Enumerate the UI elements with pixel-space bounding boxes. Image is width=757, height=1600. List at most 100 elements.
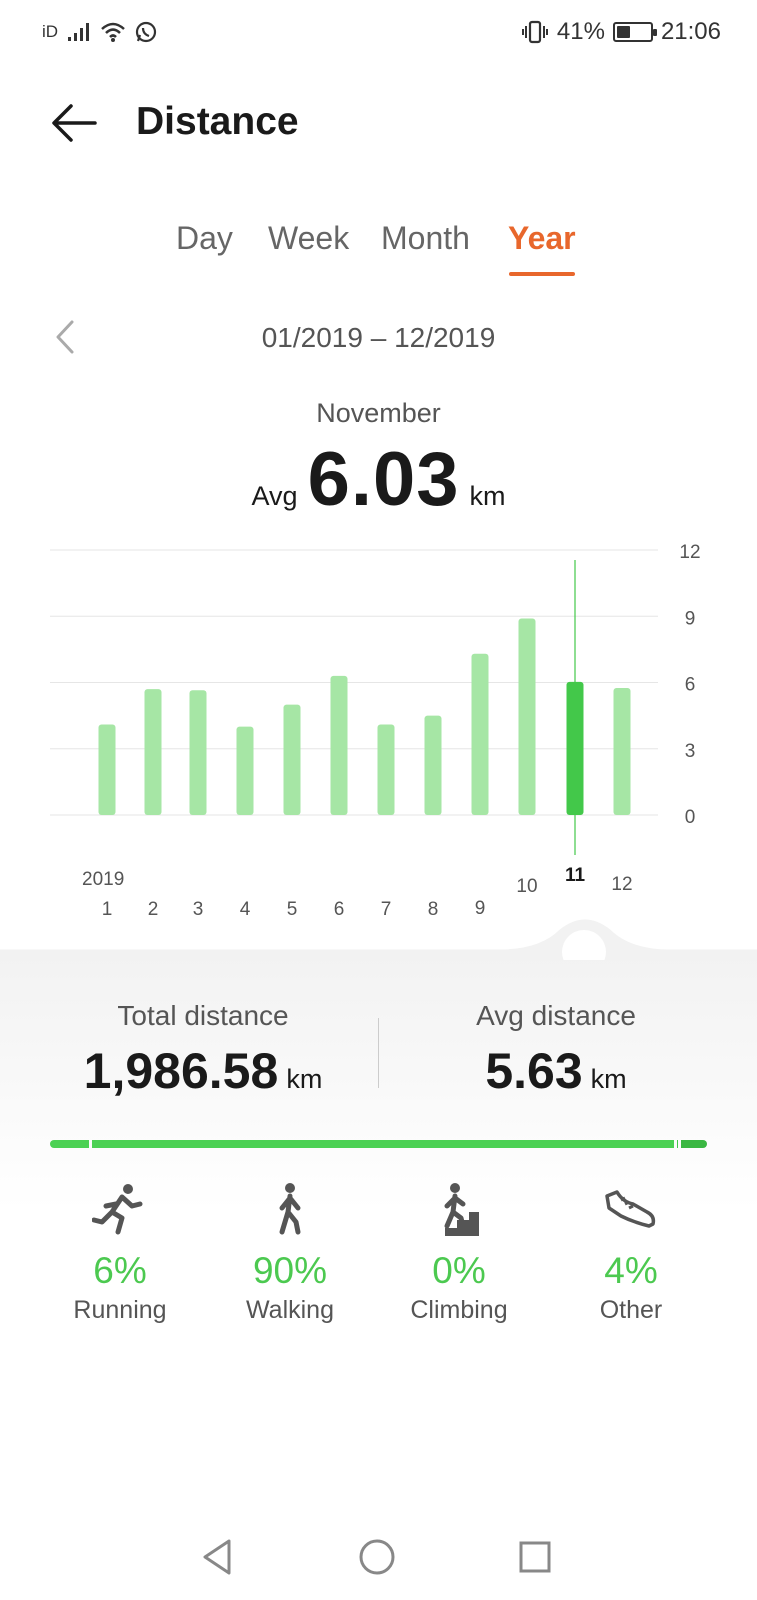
active-tab-indicator [509,272,575,276]
period-tabs: Day Week Month Year [0,220,757,280]
x-tick-label: 4 [240,899,251,920]
status-bar: iD 41% 21:06 [0,0,757,64]
battery-fill [616,26,631,38]
walking-percent: 90% [252,1250,328,1291]
back-arrow-icon [52,104,97,142]
carrier-label: iD [42,22,59,41]
total-distance-stat: Total distance 1,986.58 km [53,1000,353,1100]
y-tick-label: 3 [685,741,696,762]
nav-recents-button[interactable] [510,1532,560,1582]
x-tick-label: 6 [334,899,345,920]
y-tick-label: 0 [685,807,696,828]
progress-segment-climbing [676,1140,679,1148]
walking-icon [279,1183,301,1235]
whatsapp-icon [135,21,157,43]
bar-month-11 [566,681,584,815]
wifi-icon [101,22,125,42]
tab-day[interactable]: Day [176,220,233,256]
activity-breakdown: 6% Running 90% Walking 0% Climbing [0,1180,757,1340]
chart-slider [0,919,757,960]
x-tick-label: 3 [193,899,204,920]
tab-week[interactable]: Week [268,220,350,256]
other-percent: 4% [604,1250,658,1291]
battery-percent: 41% [556,18,605,45]
home-circle-icon [359,1539,395,1575]
running-label: Running [73,1296,167,1324]
y-tick-label: 12 [679,542,700,563]
selected-month: November [316,398,441,428]
system-nav-bar [0,1520,757,1590]
total-distance-value: 1,986.58 [83,1043,279,1099]
date-range-label: 01/2019 – 12/2019 [261,322,496,353]
previous-range-button[interactable] [50,318,84,358]
status-left: iD [42,20,158,44]
x-tick-label: 1 [102,899,113,920]
climbing-percent: 0% [432,1250,486,1291]
x-tick-label: 7 [381,899,392,920]
bar-month-10 [518,618,536,815]
activity-climbing: 0% Climbing [374,1180,544,1325]
x-tick-label: 8 [428,899,439,920]
other-label: Other [599,1296,663,1324]
progress-segment-running [50,1140,89,1148]
back-triangle-icon [203,1539,231,1575]
clock: 21:06 [660,18,721,45]
progress-segment-walking [91,1140,674,1148]
bar-month-2 [144,689,162,815]
summary-stats: Total distance 1,986.58 km Avg distance … [0,1000,757,1110]
bar-month-12 [613,688,631,815]
climbing-icon [444,1183,479,1236]
progress-segment-other [681,1140,707,1148]
activity-other: 4% Other [546,1180,716,1325]
signal-icon [68,23,90,41]
battery-icon [612,22,657,42]
bar-month-8 [424,715,442,815]
vibrate-icon [521,20,548,44]
recents-square-icon [519,1541,551,1573]
total-distance-label: Total distance [117,1000,289,1031]
slider-handle[interactable] [562,930,606,960]
selected-average: Avg 6.03 km [0,436,757,523]
nav-home-button[interactable] [352,1532,402,1582]
bar-month-5 [283,704,301,815]
avg-distance-value: 5.63 [485,1043,583,1099]
x-tick-label: 9 [475,898,486,919]
bar-month-7 [377,724,395,815]
activity-progress-bar [50,1140,707,1148]
bar-month-1 [98,724,116,815]
avg-value: 6.03 [307,437,460,522]
avg-distance-label: Avg distance [476,1000,636,1031]
shoe-icon [605,1190,656,1228]
avg-distance-unit: km [590,1064,627,1094]
running-percent: 6% [93,1250,147,1291]
y-tick-label: 9 [685,608,696,629]
back-button[interactable] [46,98,102,148]
status-right: 41% 21:06 [521,18,721,46]
bar-month-6 [330,675,348,815]
nav-back-button[interactable] [192,1532,242,1582]
header: Distance [0,80,757,170]
tab-year[interactable]: Year [508,220,576,256]
avg-prefix: Avg [251,481,298,511]
running-icon [92,1184,143,1235]
x-tick-label: 5 [287,899,298,920]
x-tick-label: 12 [611,874,632,895]
chevron-left-icon [56,320,74,354]
bar-month-9 [471,653,489,815]
avg-distance-stat: Avg distance 5.63 km [406,1000,706,1100]
year-label: 2019 [82,869,124,890]
tab-month[interactable]: Month [381,220,470,256]
bar-month-3 [189,690,207,815]
activity-walking: 90% Walking [205,1180,375,1325]
x-tick-label: 11 [565,865,586,886]
y-tick-label: 6 [685,675,696,696]
climbing-label: Climbing [410,1296,508,1324]
walking-label: Walking [246,1296,334,1324]
activity-running: 6% Running [35,1180,205,1325]
avg-unit: km [469,481,506,511]
total-distance-unit: km [286,1064,323,1094]
x-tick-label: 2 [148,899,159,920]
stats-divider [378,1018,379,1088]
x-tick-label: 10 [516,876,537,897]
